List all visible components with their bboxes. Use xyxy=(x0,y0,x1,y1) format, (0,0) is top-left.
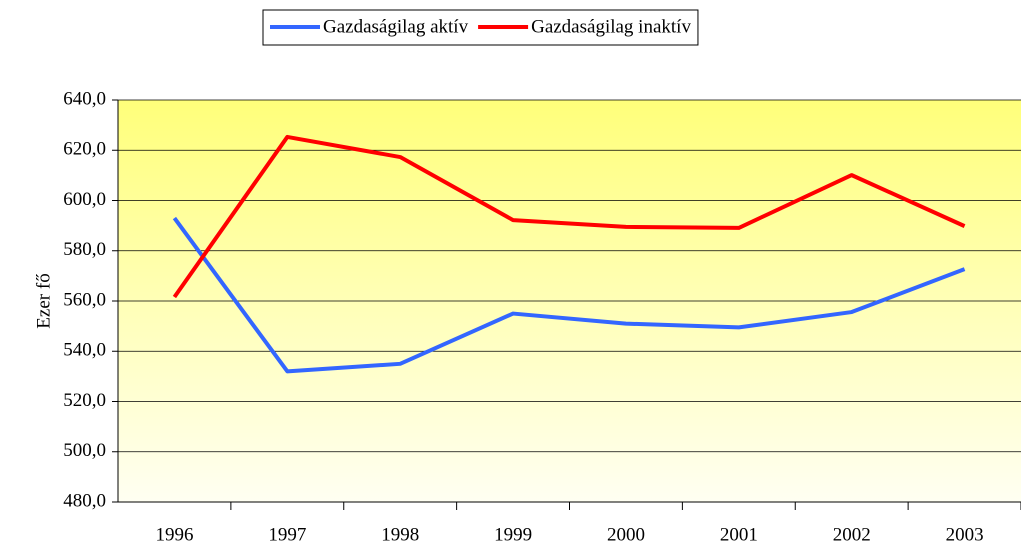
series-line xyxy=(172,134,966,299)
y-tick-label: 560,0 xyxy=(63,289,106,310)
x-tick-label: 1997 xyxy=(268,524,306,545)
y-tick-label: 540,0 xyxy=(63,340,106,361)
series-line xyxy=(172,216,966,374)
x-tick-label: 2000 xyxy=(607,524,645,545)
y-axis-label: Ezer fő xyxy=(33,273,54,328)
x-tick-label: 2003 xyxy=(946,524,984,545)
legend-label: Gazdaságilag aktív xyxy=(323,16,469,37)
y-tick-label: 640,0 xyxy=(63,88,106,109)
y-tick-label: 600,0 xyxy=(63,189,106,210)
x-tick-label: 1998 xyxy=(381,524,419,545)
y-tick-label: 520,0 xyxy=(63,390,106,411)
legend-label: Gazdaságilag inaktív xyxy=(531,16,691,37)
x-tick-label: 1996 xyxy=(155,524,193,545)
y-tick-label: 620,0 xyxy=(63,139,106,160)
y-tick-label: 480,0 xyxy=(63,490,106,511)
x-tick-label: 1999 xyxy=(494,524,532,545)
y-tick-label: 580,0 xyxy=(63,239,106,260)
x-tick-label: 2002 xyxy=(833,524,871,545)
x-tick-label: 2001 xyxy=(720,524,758,545)
y-tick-label: 500,0 xyxy=(63,440,106,461)
